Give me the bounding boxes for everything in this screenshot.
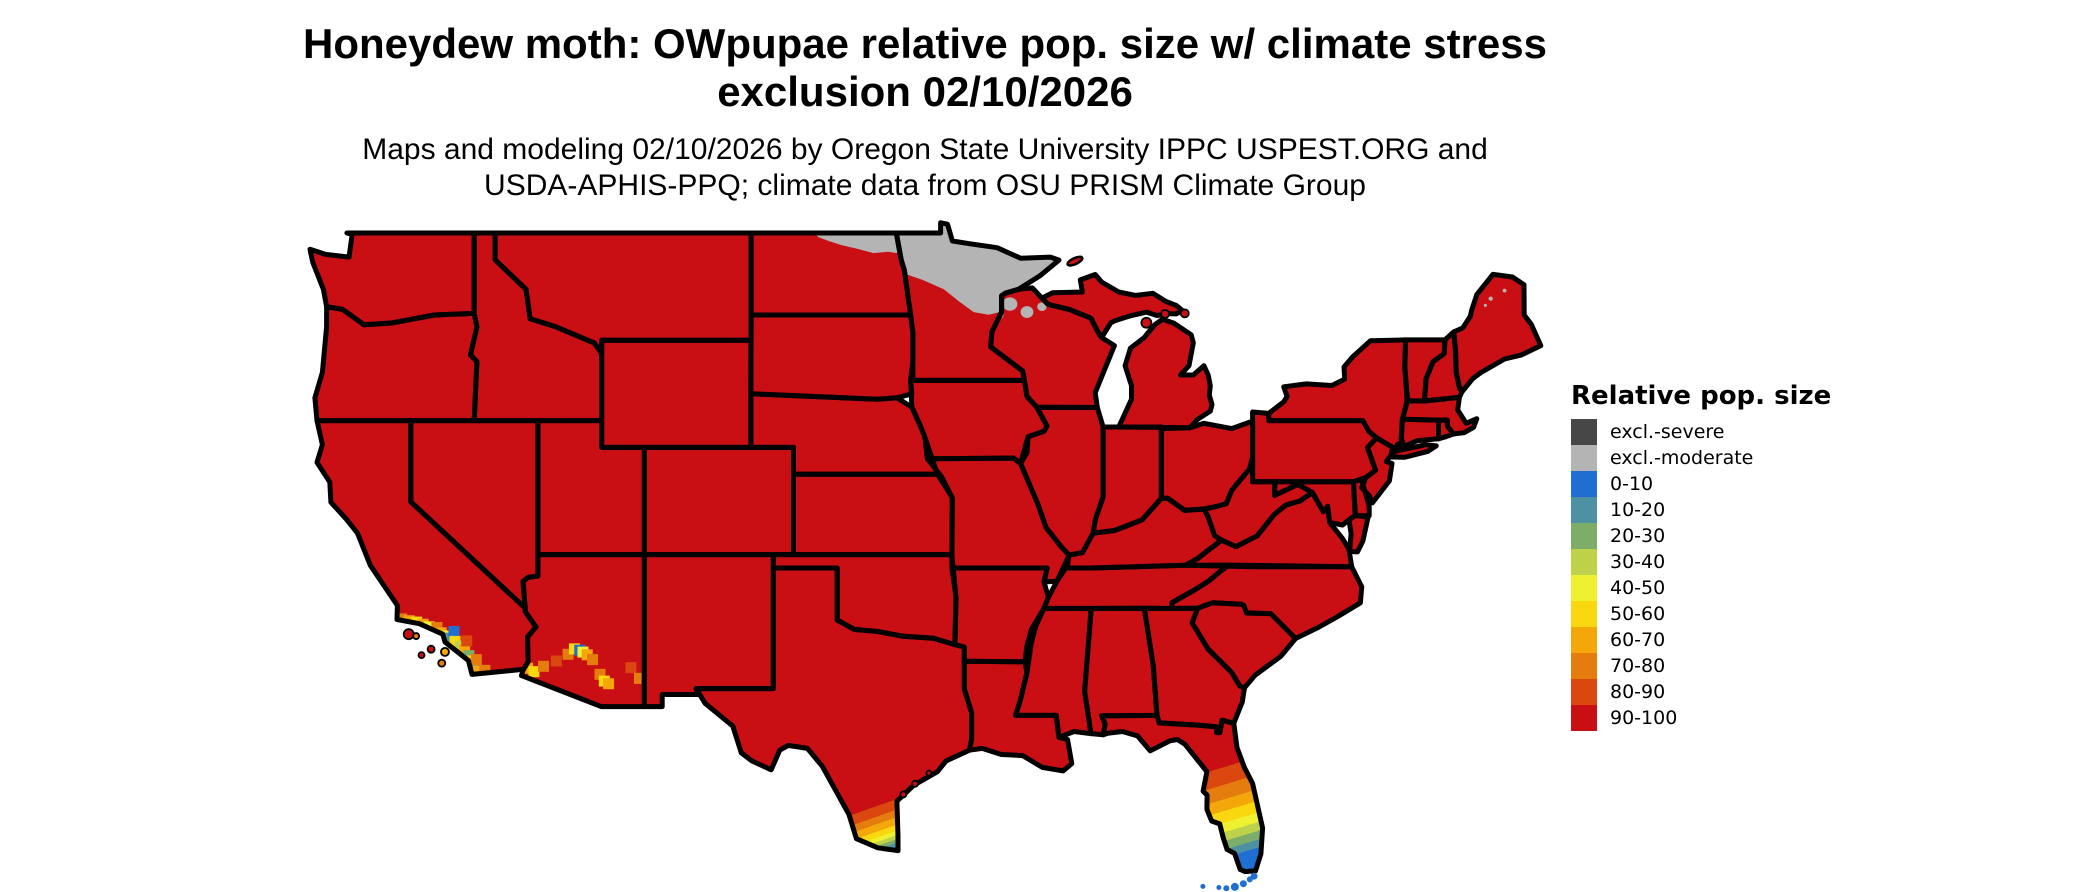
legend-item: 80-90 <box>1571 679 1831 705</box>
legend-label: 20-30 <box>1610 525 1666 547</box>
state-borders-layer <box>307 220 1544 875</box>
islands-layer <box>402 255 1258 892</box>
legend-label: 50-60 <box>1610 603 1666 625</box>
figure-subtitle-line2: USDA-APHIS-PPQ; climate data from OSU PR… <box>484 169 1366 202</box>
legend-item: 10-20 <box>1571 497 1831 523</box>
legend-item: excl.-moderate <box>1571 445 1831 471</box>
legend-label: 70-80 <box>1610 655 1666 677</box>
legend-item: 30-40 <box>1571 549 1831 575</box>
legend-item: 70-80 <box>1571 653 1831 679</box>
figure-title-line2: exclusion 02/10/2026 <box>717 68 1133 115</box>
legend-swatch <box>1571 575 1597 601</box>
figure-title-line1: Honeydew moth: OWpupae relative pop. siz… <box>303 20 1547 67</box>
legend-swatch <box>1571 445 1597 471</box>
figure-header: Honeydew moth: OWpupae relative pop. siz… <box>0 20 1850 204</box>
legend-label: 10-20 <box>1610 499 1666 521</box>
legend-swatch <box>1571 497 1597 523</box>
legend-label: 30-40 <box>1610 551 1666 573</box>
legend: Relative pop. size excl.-severe excl.-mod… <box>1571 382 1831 731</box>
legend-label: 0-10 <box>1610 473 1654 495</box>
legend-swatch <box>1571 549 1597 575</box>
legend-label: 80-90 <box>1610 681 1666 703</box>
legend-label: excl.-moderate <box>1610 447 1754 469</box>
state-fills-layer <box>310 222 1541 872</box>
legend-swatch <box>1571 653 1597 679</box>
legend-item: 20-30 <box>1571 523 1831 549</box>
legend-item: 40-50 <box>1571 575 1831 601</box>
legend-item: 0-10 <box>1571 471 1831 497</box>
legend-item: excl.-severe <box>1571 419 1831 445</box>
legend-title: Relative pop. size <box>1571 381 1832 411</box>
legend-item: 60-70 <box>1571 627 1831 653</box>
legend-items: excl.-severe excl.-moderate 0-10 10-20 20-30… <box>1571 419 1831 731</box>
legend-swatch <box>1571 601 1597 627</box>
legend-swatch <box>1571 523 1597 549</box>
legend-label: excl.-severe <box>1610 421 1725 443</box>
legend-swatch <box>1571 705 1597 731</box>
legend-item: 50-60 <box>1571 601 1831 627</box>
legend-swatch <box>1571 419 1597 445</box>
legend-swatch <box>1571 471 1597 497</box>
legend-label: 40-50 <box>1610 577 1666 599</box>
legend-label: 90-100 <box>1610 707 1678 729</box>
legend-item: 90-100 <box>1571 705 1831 731</box>
legend-swatch <box>1571 679 1597 705</box>
figure-subtitle-line1: Maps and modeling 02/10/2026 by Oregon S… <box>362 133 1488 166</box>
legend-label: 60-70 <box>1610 629 1666 651</box>
legend-swatch <box>1571 627 1597 653</box>
